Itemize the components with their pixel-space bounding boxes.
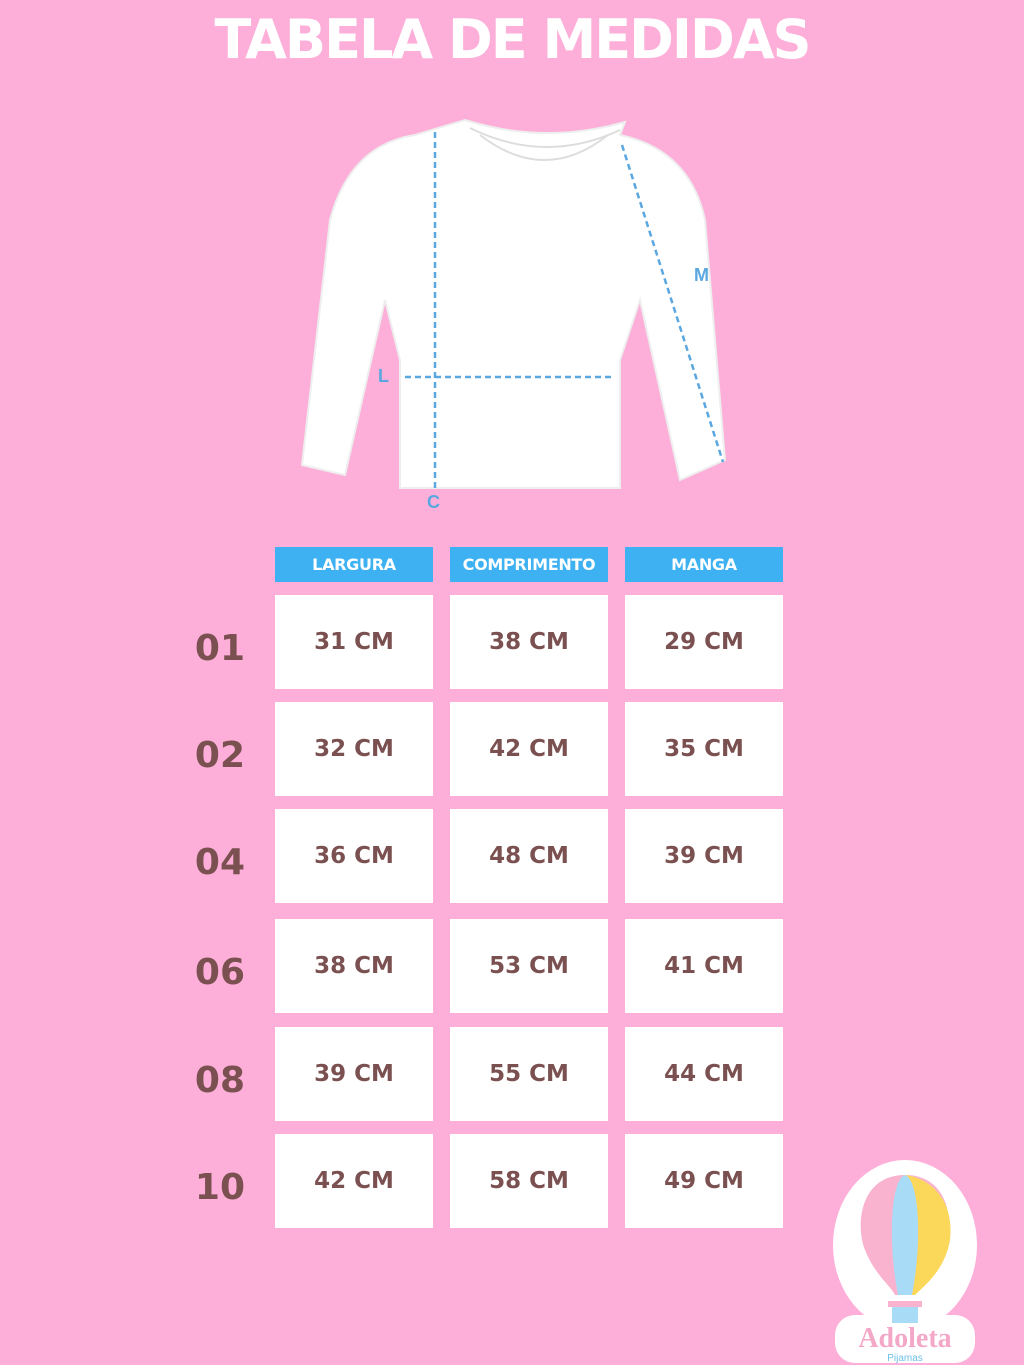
cell-largura: 42 CM [275,1134,433,1228]
cell-largura: 32 CM [275,702,433,796]
cell-largura: 31 CM [275,595,433,689]
cell-manga: 39 CM [625,809,783,903]
cell-largura: 39 CM [275,1027,433,1121]
cell-manga: 41 CM [625,919,783,1013]
size-label: 04 [194,842,245,883]
cell-manga: 44 CM [625,1027,783,1121]
cell-manga: 49 CM [625,1134,783,1228]
length-label: C [427,492,440,512]
header-manga: MANGA [625,547,783,582]
cell-manga: 35 CM [625,702,783,796]
shirt-diagram: L C M [300,118,727,512]
cell-comprimento: 58 CM [450,1134,608,1228]
logo-tagline: Pijamas [887,1353,923,1364]
cell-comprimento: 55 CM [450,1027,608,1121]
cell-comprimento: 53 CM [450,919,608,1013]
cell-manga: 29 CM [625,595,783,689]
size-label: 01 [194,628,245,669]
sleeve-label: M [694,265,709,285]
size-label: 08 [194,1060,245,1101]
size-label: 06 [194,952,245,993]
shirt-shape [300,118,727,489]
logo-name: Adoleta [858,1323,951,1354]
width-label: L [378,366,389,386]
cell-largura: 36 CM [275,809,433,903]
header-comprimento: COMPRIMENTO [450,547,608,582]
size-label: 02 [194,735,245,776]
adoleta-logo: Adoleta Pijamas [833,1160,977,1364]
cell-comprimento: 38 CM [450,595,608,689]
header-largura: LARGURA [275,547,433,582]
cell-largura: 38 CM [275,919,433,1013]
cell-comprimento: 42 CM [450,702,608,796]
size-label: 10 [194,1167,245,1208]
page-title: TABELA DE MEDIDAS [214,8,811,71]
cell-comprimento: 48 CM [450,809,608,903]
